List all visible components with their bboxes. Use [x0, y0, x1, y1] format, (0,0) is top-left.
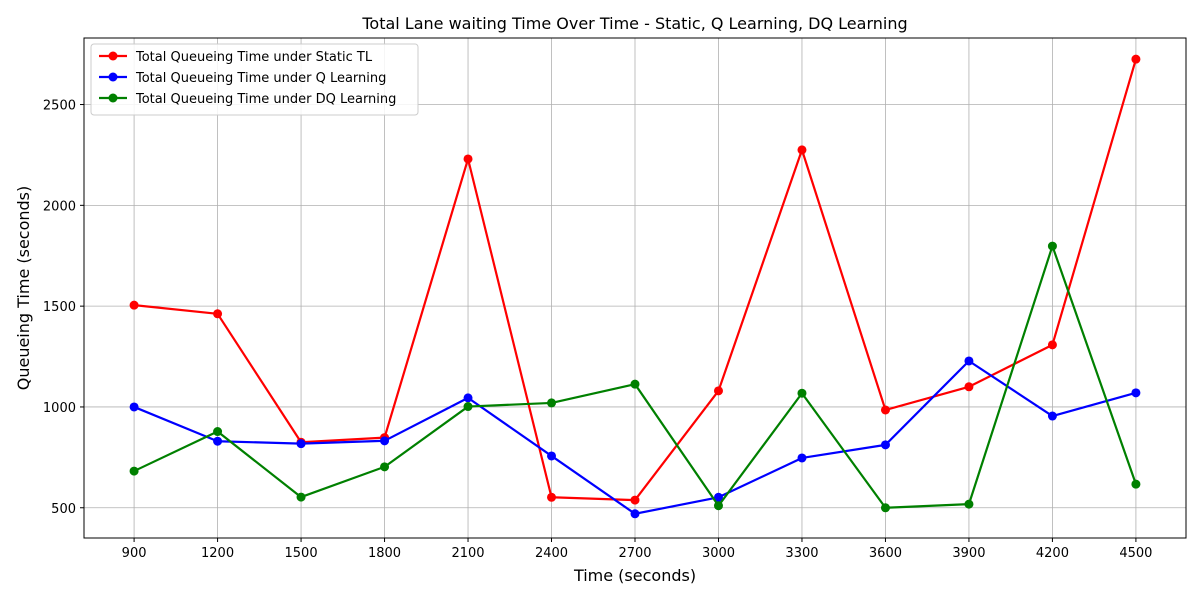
x-tick-label: 4200 [1036, 546, 1069, 561]
y-tick-label: 2000 [43, 199, 76, 214]
x-tick-label: 2100 [451, 546, 484, 561]
x-axis-label: Time (seconds) [573, 566, 696, 585]
data-point [463, 393, 473, 403]
legend-swatch-marker [108, 72, 118, 82]
legend-swatch-marker [108, 51, 118, 61]
legend-label: Total Queueing Time under DQ Learning [135, 92, 396, 107]
data-point [129, 466, 139, 476]
grid [84, 38, 1186, 538]
chart-title: Total Lane waiting Time Over Time - Stat… [361, 14, 907, 33]
x-tick-label: 3900 [952, 546, 985, 561]
x-tick-label: 2700 [618, 546, 651, 561]
data-point [880, 405, 890, 415]
data-point [880, 440, 890, 450]
data-point [129, 300, 139, 310]
data-point [547, 451, 557, 461]
data-point [1047, 241, 1057, 251]
x-tick-label: 1800 [368, 546, 401, 561]
y-tick-label: 2500 [43, 99, 76, 114]
data-point [964, 499, 974, 509]
x-tick-label: 1200 [201, 546, 234, 561]
axis-ticks: 900 1200 1500 1800 2100 2400 2700 3000 3300 3600 3… [43, 99, 1153, 561]
x-tick-label: 3000 [702, 546, 735, 561]
x-tick-label: 3300 [785, 546, 818, 561]
data-point [296, 439, 306, 449]
data-point [630, 509, 640, 519]
y-tick-label: 1000 [43, 401, 76, 416]
series-2 [129, 356, 1141, 519]
legend: Total Queueing Time under Static TL Total… [90, 43, 419, 116]
legend-box [90, 43, 419, 116]
x-tick-label: 3600 [869, 546, 902, 561]
data-point [547, 398, 557, 408]
data-point [964, 356, 974, 366]
data-point [1131, 479, 1141, 489]
data-point [296, 492, 306, 502]
legend-swatch-marker [108, 93, 118, 103]
data-point [797, 388, 807, 398]
data-point [1131, 54, 1141, 64]
data-point [630, 379, 640, 389]
data-point [797, 453, 807, 463]
y-axis-label: Queueing Time (seconds) [14, 186, 33, 391]
x-tick-label: 900 [122, 546, 147, 561]
data-point [964, 382, 974, 392]
data-point [463, 154, 473, 164]
legend-label: Total Queueing Time under Q Learning [135, 71, 386, 86]
data-point [880, 503, 890, 513]
data-point [630, 495, 640, 505]
data-point [213, 427, 223, 437]
data-point [797, 145, 807, 155]
x-tick-label: 1500 [285, 546, 318, 561]
data-point [213, 436, 223, 446]
series-group [129, 54, 1141, 519]
y-tick-label: 1500 [43, 300, 76, 315]
data-point [713, 386, 723, 396]
data-point [713, 501, 723, 511]
x-tick-label: 2400 [535, 546, 568, 561]
data-point [213, 309, 223, 319]
legend-label: Total Queueing Time under Static TL [135, 50, 373, 65]
data-point [547, 492, 557, 502]
data-point [463, 402, 473, 412]
data-point [713, 492, 723, 502]
data-point [129, 402, 139, 412]
y-tick-label: 500 [51, 502, 76, 517]
data-point [380, 436, 390, 446]
series-3 [129, 241, 1141, 513]
data-point [380, 462, 390, 472]
x-tick-label: 4500 [1119, 546, 1152, 561]
data-point [1131, 388, 1141, 398]
data-point [1047, 411, 1057, 421]
data-point [1047, 340, 1057, 350]
